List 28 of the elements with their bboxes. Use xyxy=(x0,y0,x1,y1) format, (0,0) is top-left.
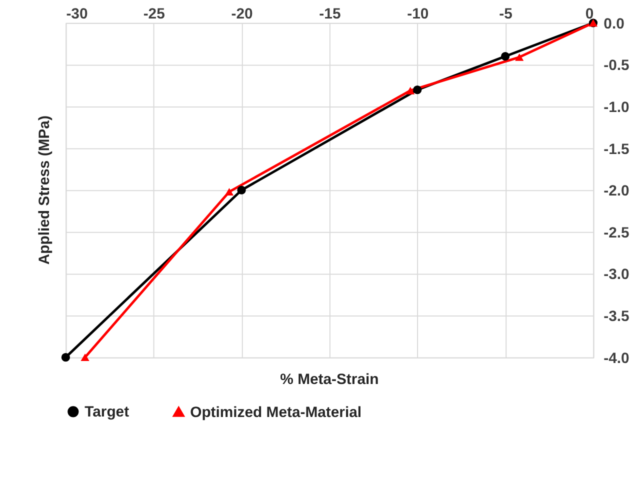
point xyxy=(61,353,70,362)
x-tick-label: -5 xyxy=(499,5,512,22)
point xyxy=(500,52,510,61)
point xyxy=(224,188,234,196)
x-tick-label: -10 xyxy=(407,5,429,22)
x-axis-title: % Meta-Strain xyxy=(280,371,379,388)
point xyxy=(406,86,415,94)
y-tick-label: -3.0 xyxy=(604,266,630,284)
x-tick-label: -20 xyxy=(231,5,253,22)
x-tick-label: -30 xyxy=(66,5,88,22)
y-axis-title: Applied Stress (MPa) xyxy=(36,116,53,265)
point xyxy=(515,53,524,61)
x-tick-label: 0 xyxy=(585,5,594,22)
legend-label: Target xyxy=(84,404,130,421)
y-tick-label: -3.5 xyxy=(604,308,630,325)
y-tick-label: 0.0 xyxy=(604,15,624,32)
y-tick-label: -4.0 xyxy=(604,350,630,367)
point xyxy=(237,186,246,194)
x-tick-label: -25 xyxy=(143,5,165,22)
point xyxy=(80,354,90,362)
point xyxy=(413,85,422,94)
y-tick-label: -2.0 xyxy=(604,182,630,200)
y-tick-label: -1.5 xyxy=(604,140,630,158)
y-tick-label: -1.0 xyxy=(604,98,630,116)
legend-label: Optimized Meta-Material xyxy=(190,404,362,421)
y-tick-label: -0.5 xyxy=(604,57,630,74)
y-tick-label: -2.5 xyxy=(604,224,630,242)
x-tick-label: -15 xyxy=(319,5,341,22)
